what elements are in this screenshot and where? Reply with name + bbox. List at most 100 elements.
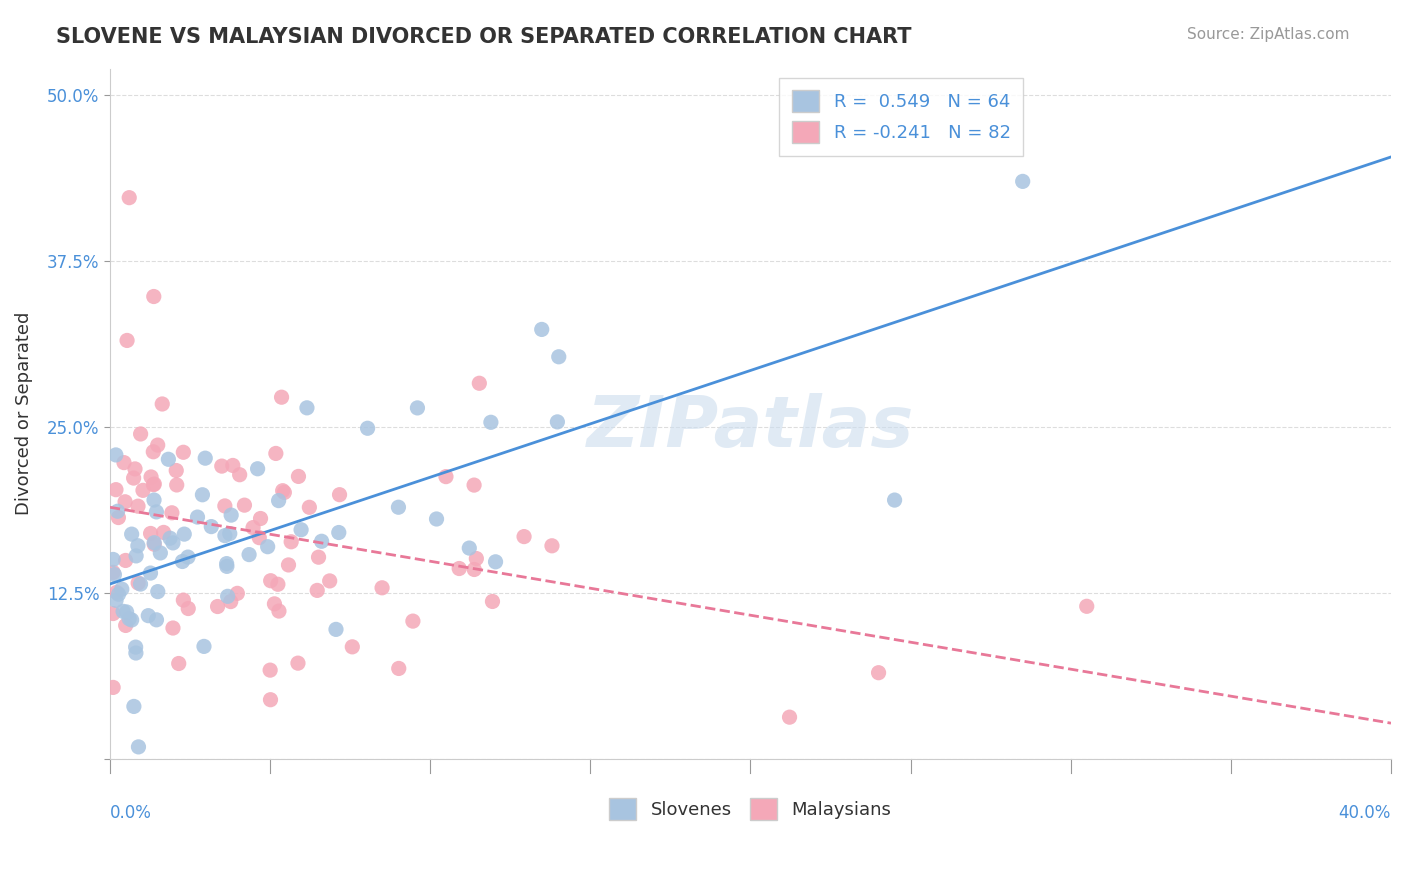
Point (172, 593, 194, 607)
Point (207, 599, 229, 614)
Point (115, 605, 138, 619)
Point (215, 557, 238, 571)
Point (318, 574, 340, 588)
Point (434, 469, 457, 483)
Point (387, 500, 409, 515)
Point (402, 614, 425, 628)
Point (162, 536, 184, 550)
Point (186, 510, 208, 524)
Point (271, 483, 294, 498)
Point (112, 604, 135, 618)
Point (883, 493, 905, 508)
Point (342, 640, 364, 654)
Point (157, 452, 180, 467)
Point (142, 289, 165, 303)
Point (139, 526, 162, 541)
Point (247, 531, 270, 545)
Point (406, 401, 429, 415)
Point (105, 585, 128, 599)
Point (101, 552, 124, 566)
Point (193, 640, 215, 654)
Point (219, 594, 242, 608)
Point (481, 594, 503, 608)
Point (191, 488, 214, 502)
Point (238, 548, 260, 562)
Point (307, 583, 329, 598)
Point (546, 415, 568, 429)
Point (127, 539, 149, 553)
Point (311, 534, 333, 549)
Point (114, 495, 136, 509)
Point (162, 621, 184, 635)
Point (121, 527, 143, 541)
Point (211, 459, 233, 474)
Point (259, 692, 281, 706)
Point (160, 506, 183, 520)
Point (222, 458, 245, 473)
Point (267, 577, 290, 591)
Point (868, 665, 890, 680)
Point (465, 551, 488, 566)
Point (217, 590, 239, 604)
Text: ZIPatlas: ZIPatlas (586, 393, 914, 462)
Point (129, 427, 152, 442)
Point (104, 483, 127, 497)
Point (218, 526, 240, 541)
Point (129, 577, 152, 591)
Point (468, 376, 491, 391)
Point (172, 445, 194, 459)
Text: Source: ZipAtlas.com: Source: ZipAtlas.com (1187, 27, 1350, 42)
Y-axis label: Divorced or Separated: Divorced or Separated (15, 312, 32, 516)
Point (143, 537, 166, 551)
Point (328, 488, 350, 502)
Point (122, 699, 145, 714)
Text: SLOVENE VS MALAYSIAN DIVORCED OR SEPARATED CORRELATION CHART: SLOVENE VS MALAYSIAN DIVORCED OR SEPARAT… (56, 27, 911, 46)
Point (139, 470, 162, 484)
Point (295, 401, 318, 415)
Point (143, 477, 166, 491)
Point (425, 512, 447, 526)
Point (177, 601, 200, 615)
Point (166, 478, 188, 492)
Point (124, 640, 146, 654)
Point (142, 477, 165, 491)
Point (356, 421, 378, 435)
Point (194, 451, 217, 466)
Point (143, 535, 166, 549)
Point (547, 350, 569, 364)
Point (173, 527, 195, 541)
Point (104, 448, 127, 462)
Point (260, 574, 283, 588)
Point (146, 584, 169, 599)
Point (242, 520, 264, 534)
Point (249, 511, 271, 525)
Point (152, 525, 174, 540)
Point (132, 483, 155, 498)
Point (264, 446, 287, 460)
Point (325, 623, 347, 637)
Point (139, 566, 162, 580)
Point (145, 613, 167, 627)
Point (177, 550, 200, 565)
Point (1011, 174, 1033, 188)
Point (105, 593, 128, 607)
Point (779, 710, 801, 724)
Legend: Slovenes, Malaysians: Slovenes, Malaysians (596, 786, 904, 833)
Point (114, 618, 136, 632)
Point (107, 510, 129, 524)
Point (124, 462, 146, 476)
Text: 40.0%: 40.0% (1339, 804, 1391, 822)
Point (112, 456, 135, 470)
Point (111, 582, 134, 596)
Point (463, 562, 485, 576)
Point (371, 581, 394, 595)
Point (122, 471, 145, 485)
Point (263, 597, 285, 611)
Point (214, 499, 236, 513)
Point (458, 541, 481, 555)
Point (115, 334, 138, 348)
Point (101, 607, 124, 621)
Point (277, 558, 299, 572)
Point (267, 604, 290, 618)
Point (114, 553, 136, 567)
